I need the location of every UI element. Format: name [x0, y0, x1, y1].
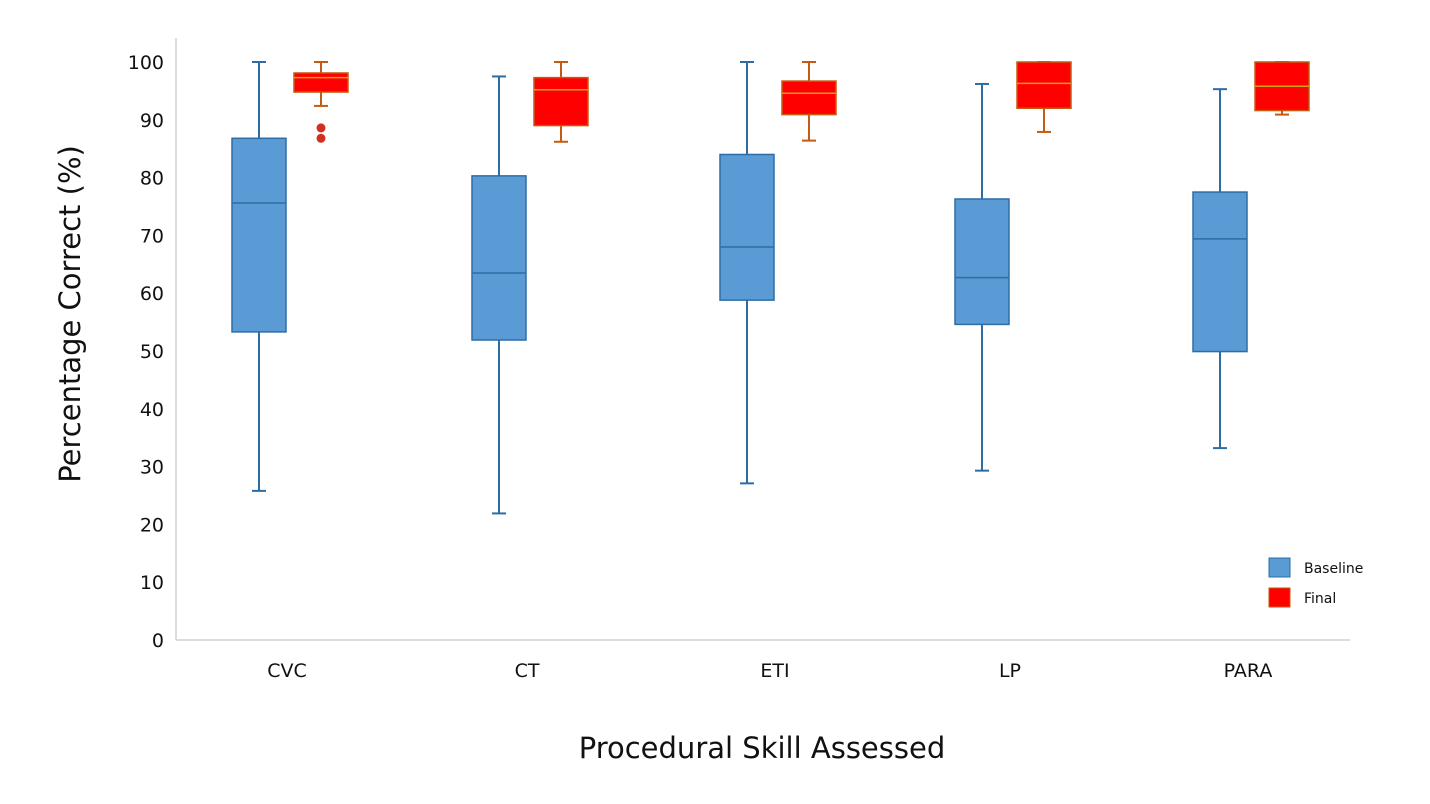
- boxes-layer: [231, 61, 1310, 515]
- y-tick-label: 20: [140, 514, 164, 536]
- box-iqr: [954, 198, 1010, 326]
- legend-label-baseline: Baseline: [1304, 561, 1363, 577]
- axes: [175, 38, 1350, 641]
- box-baseline-lp: [954, 82, 1010, 472]
- box-final-cvc: [293, 61, 349, 143]
- y-tick-label: 10: [140, 572, 164, 594]
- y-tick-label: 90: [140, 110, 164, 132]
- box-baseline-eti: [719, 61, 775, 485]
- legend: Baseline Final: [1268, 557, 1363, 608]
- y-tick-label: 100: [128, 52, 164, 74]
- y-tick-label: 60: [140, 283, 164, 305]
- y-tick-label: 30: [140, 457, 164, 479]
- box-final-lp: [1016, 61, 1072, 133]
- y-tick-labels: 0 10 20 30 40 50 60 70 80 90 100: [128, 52, 164, 652]
- x-tick-label: PARA: [1224, 660, 1273, 682]
- box-iqr: [1192, 191, 1248, 353]
- y-tick-label: 40: [140, 399, 164, 421]
- outlier-point: [316, 123, 326, 133]
- legend-swatch-final: [1268, 587, 1291, 608]
- x-tick-label: LP: [999, 660, 1021, 682]
- box-baseline-ct: [471, 75, 527, 515]
- box-final-para: [1254, 61, 1310, 116]
- x-tick-labels: CVC CT ETI LP PARA: [267, 660, 1272, 682]
- box-iqr: [1016, 61, 1072, 109]
- box-final-eti: [781, 61, 837, 142]
- x-tick-label: CVC: [267, 660, 307, 682]
- box-iqr: [293, 72, 349, 93]
- box-iqr: [781, 80, 837, 116]
- y-tick-label: 70: [140, 225, 164, 247]
- box-iqr: [719, 153, 775, 301]
- legend-label-final: Final: [1304, 591, 1336, 607]
- x-tick-label: ETI: [760, 660, 789, 682]
- y-tick-label: 0: [152, 630, 164, 652]
- x-tick-label: CT: [515, 660, 540, 682]
- box-iqr: [231, 137, 287, 333]
- box-final-ct: [533, 61, 589, 143]
- y-tick-label: 50: [140, 341, 164, 363]
- y-axis-title: Percentage Correct (%): [53, 145, 87, 483]
- box-iqr: [533, 76, 589, 127]
- legend-swatch-baseline: [1268, 557, 1291, 578]
- outlier-point: [316, 133, 326, 143]
- box-baseline-cvc: [231, 61, 287, 492]
- x-axis-title: Procedural Skill Assessed: [579, 731, 946, 765]
- box-iqr: [471, 175, 527, 341]
- y-tick-label: 80: [140, 168, 164, 190]
- box-baseline-para: [1192, 88, 1248, 450]
